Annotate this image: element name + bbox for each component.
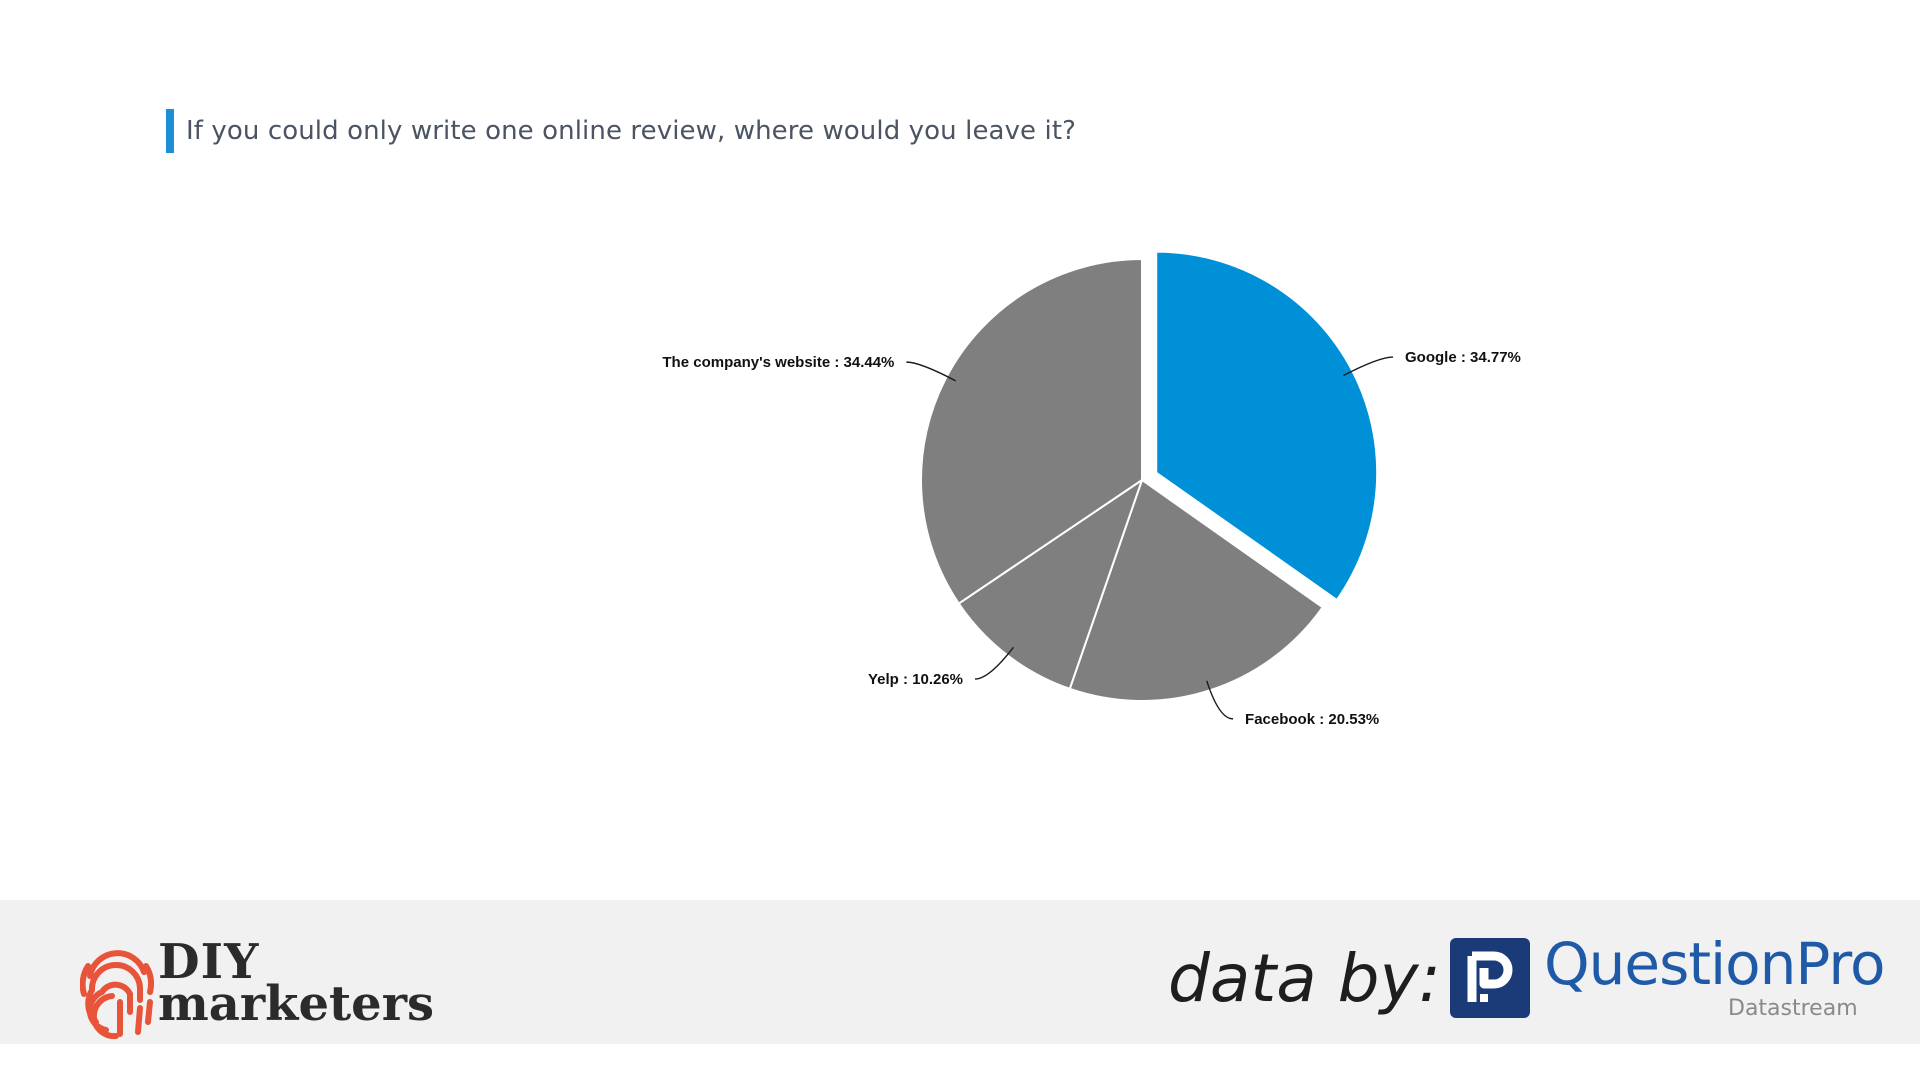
pie-slices <box>920 250 1379 702</box>
diy-logo-line2: marketers <box>158 976 434 1032</box>
questionpro-logo-subtext: Datastream <box>1728 996 1858 1021</box>
pie-labels: Google : 34.77% Facebook : 20.53% Yelp : 1… <box>662 349 1520 728</box>
pie-chart: Google : 34.77% Facebook : 20.53% Yelp : 1… <box>662 250 1521 728</box>
chart-title-block: If you could only write one online revie… <box>166 108 1076 154</box>
diy-logo-line1: DIY <box>158 934 260 990</box>
questionpro-logo-text: QuestionPro <box>1544 930 1885 998</box>
pie-leader-google <box>1343 356 1394 377</box>
chart-title: If you could only write one online revie… <box>186 116 1077 146</box>
pie-label-google: Google : 34.77% <box>1405 349 1521 366</box>
pie-label-facebook: Facebook : 20.53% <box>1245 711 1379 728</box>
pie-label-the-company-s-website: The company's website : 34.44% <box>662 354 894 371</box>
diy-marketers-logo: DIY marketers <box>80 936 460 1046</box>
footer-banner: DIY marketers data by: QuestionPro Datas… <box>0 900 1920 1044</box>
fingerprint-icon <box>80 950 154 1040</box>
title-accent-bar <box>166 109 174 153</box>
questionpro-p-icon <box>1450 938 1530 1018</box>
pie-leader-facebook <box>1206 680 1234 720</box>
pie-label-yelp: Yelp : 10.26% <box>868 671 963 688</box>
pie-leader-the-company-s-website <box>906 361 957 382</box>
data-by-text: data by: <box>1168 940 1441 1017</box>
pie-leader-yelp <box>974 646 1014 680</box>
